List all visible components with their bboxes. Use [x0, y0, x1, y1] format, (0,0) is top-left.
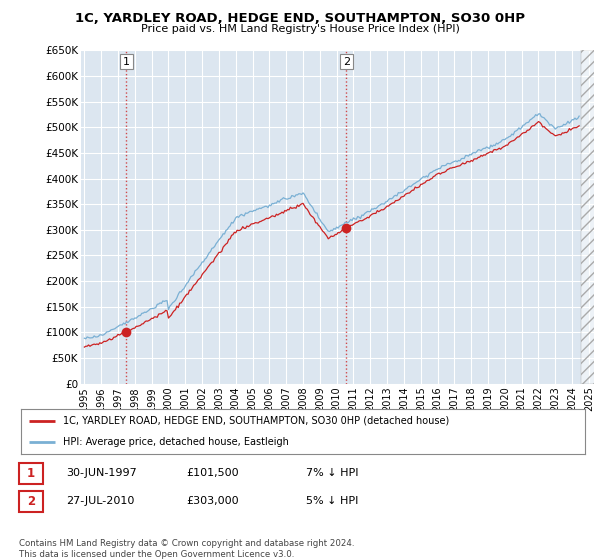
Text: Price paid vs. HM Land Registry's House Price Index (HPI): Price paid vs. HM Land Registry's House …: [140, 24, 460, 34]
Text: 1: 1: [27, 466, 35, 480]
Text: 27-JUL-2010: 27-JUL-2010: [66, 496, 134, 506]
Bar: [581, 50, 598, 384]
Text: 1C, YARDLEY ROAD, HEDGE END, SOUTHAMPTON, SO30 0HP (detached house): 1C, YARDLEY ROAD, HEDGE END, SOUTHAMPTON…: [64, 416, 449, 426]
Text: Contains HM Land Registry data © Crown copyright and database right 2024.
This d: Contains HM Land Registry data © Crown c…: [19, 539, 355, 559]
Text: £303,000: £303,000: [186, 496, 239, 506]
Text: 5% ↓ HPI: 5% ↓ HPI: [306, 496, 358, 506]
Bar: [581, 50, 598, 384]
Text: 7% ↓ HPI: 7% ↓ HPI: [306, 468, 359, 478]
Text: 1C, YARDLEY ROAD, HEDGE END, SOUTHAMPTON, SO30 0HP: 1C, YARDLEY ROAD, HEDGE END, SOUTHAMPTON…: [75, 12, 525, 25]
Text: 1: 1: [123, 57, 130, 67]
Text: 2: 2: [343, 57, 350, 67]
Text: £101,500: £101,500: [186, 468, 239, 478]
Text: HPI: Average price, detached house, Eastleigh: HPI: Average price, detached house, East…: [64, 436, 289, 446]
Text: 2: 2: [27, 494, 35, 508]
Text: 30-JUN-1997: 30-JUN-1997: [66, 468, 137, 478]
